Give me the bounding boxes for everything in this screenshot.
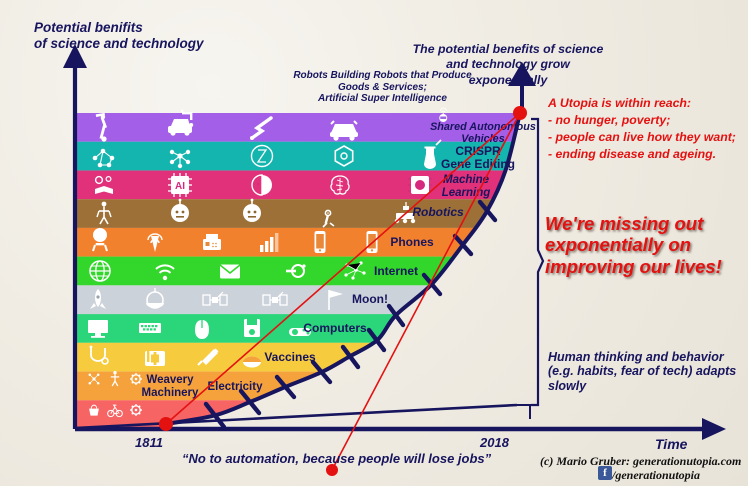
svg-text:Learning: Learning	[442, 187, 491, 199]
svg-text:Weavery: Weavery	[146, 374, 194, 386]
svg-text:Phones: Phones	[390, 235, 434, 249]
svg-text:Internet: Internet	[374, 264, 418, 278]
svg-text:Computers: Computers	[303, 321, 367, 335]
svg-text:CRISPR: CRISPR	[455, 144, 501, 158]
svg-text:Vaccines: Vaccines	[264, 350, 316, 364]
svg-text:Electricity: Electricity	[208, 381, 264, 393]
svg-text:Machinery: Machinery	[142, 387, 199, 399]
svg-text:Moon!: Moon!	[352, 292, 388, 306]
svg-text:Robotics: Robotics	[412, 205, 464, 219]
svg-text:Shared Autonomous: Shared Autonomous	[430, 121, 536, 133]
